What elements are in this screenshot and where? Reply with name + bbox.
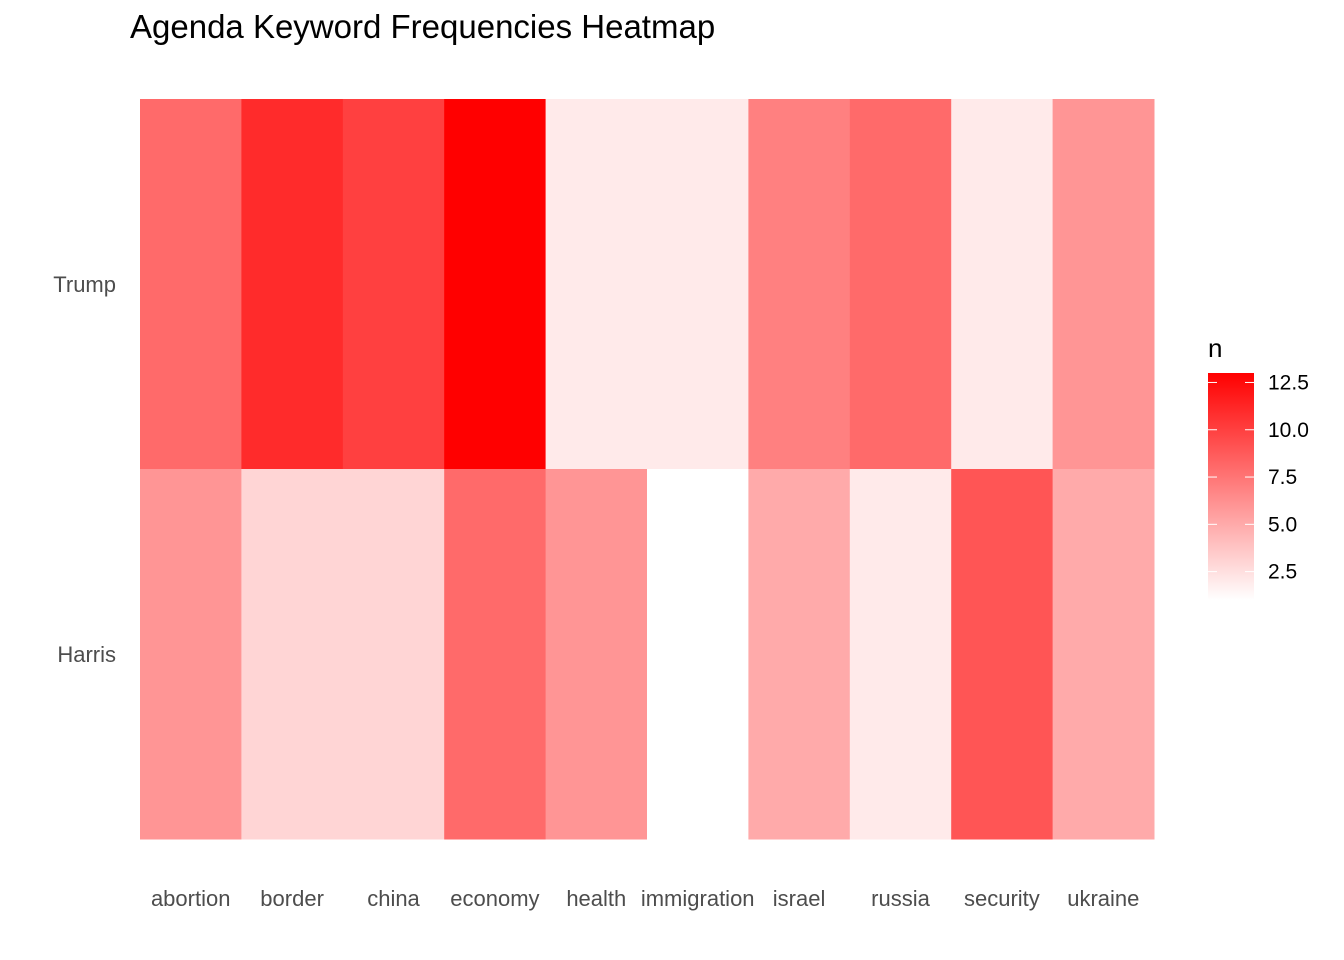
color-legend: n 2.5 5.0 7.5 10.0 12.5 [1208, 333, 1309, 600]
y-tick-label-harris: Harris [57, 642, 116, 667]
heatmap-cell-trump-health [545, 99, 648, 470]
legend-tick-label-2: 7.5 [1268, 466, 1297, 489]
x-tick-label-immigration: immigration [641, 886, 755, 911]
legend-title: n [1208, 333, 1222, 363]
legend-tick-label-0: 2.5 [1268, 561, 1297, 584]
heatmap-cell-trump-security [951, 99, 1054, 470]
x-axis-tick-labels: abortion border china economy health immigrat… [151, 886, 1139, 911]
heatmap-cell-harris-health [545, 469, 648, 840]
legend-tick-label-1: 5.0 [1268, 513, 1297, 536]
chart-title: Agenda Keyword Frequencies Heatmap [130, 8, 716, 45]
heatmap-cell-trump-border [241, 99, 344, 470]
heatmap-cell-trump-ukraine [1052, 99, 1155, 470]
legend-tick-label-4: 12.5 [1268, 371, 1309, 394]
x-tick-label-israel: israel [773, 886, 826, 911]
y-axis-tick-labels: Trump Harris [53, 272, 116, 667]
legend-tick-label-3: 10.0 [1268, 419, 1309, 442]
y-tick-label-trump: Trump [53, 272, 116, 297]
x-tick-label-security: security [964, 886, 1040, 911]
x-tick-label-russia: russia [871, 886, 930, 911]
heatmap-cell-harris-economy [444, 469, 547, 840]
x-tick-label-border: border [260, 886, 324, 911]
legend-ticks: 2.5 5.0 7.5 10.0 12.5 [1208, 371, 1309, 584]
heatmap-cell-trump-china [342, 99, 445, 470]
heatmap-cell-trump-economy [444, 99, 547, 470]
heatmap-cell-harris-border [241, 469, 344, 840]
heatmap-cell-trump-abortion [140, 99, 242, 470]
x-tick-label-health: health [566, 886, 626, 911]
heatmap-cell-harris-security [951, 469, 1054, 840]
heatmap-cell-trump-russia [849, 99, 952, 470]
x-tick-label-china: china [367, 886, 420, 911]
x-tick-label-ukraine: ukraine [1067, 886, 1139, 911]
x-tick-label-economy: economy [450, 886, 539, 911]
heatmap-cell-harris-immigration [647, 469, 749, 840]
legend-color-bar [1208, 373, 1254, 600]
heatmap-cell-harris-china [342, 469, 445, 840]
heatmap-cells [140, 99, 1155, 840]
heatmap-cell-trump-immigration [647, 99, 749, 470]
heatmap-cell-harris-abortion [140, 469, 242, 840]
x-tick-label-abortion: abortion [151, 886, 231, 911]
heatmap-cell-harris-israel [748, 469, 851, 840]
heatmap-cell-harris-russia [849, 469, 952, 840]
heatmap-cell-trump-israel [748, 99, 851, 470]
heatmap-cell-harris-ukraine [1052, 469, 1155, 840]
